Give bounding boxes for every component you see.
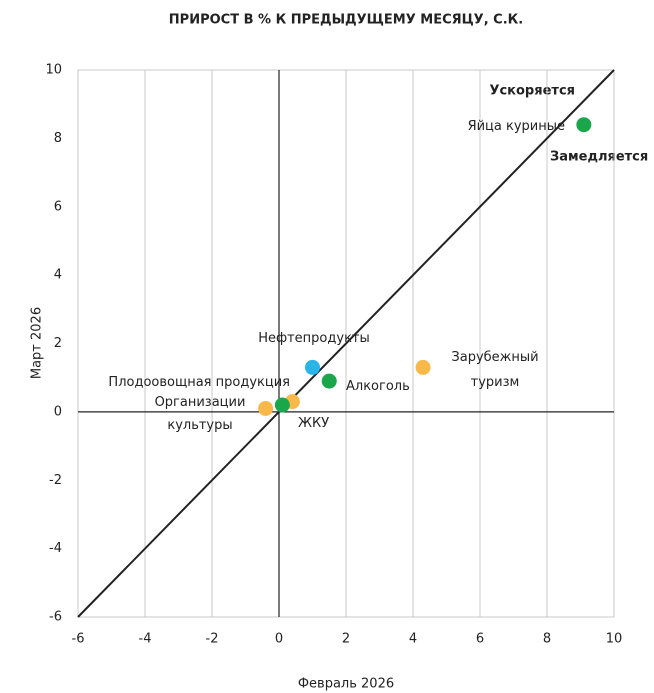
point-label-line: Организации: [155, 395, 246, 410]
y-tick-label: 4: [54, 268, 62, 283]
y-tick-label: 0: [54, 404, 62, 419]
point-label: Зарубежный туризм: [451, 350, 538, 390]
y-tick-label: -4: [49, 541, 62, 556]
x-tick-label: -6: [72, 632, 85, 647]
y-axis-label: Март 2026: [30, 307, 45, 379]
point-label: Нефтепродукты: [258, 331, 370, 346]
point-label: ЖКУ: [298, 416, 329, 431]
x-tick-label: 6: [476, 632, 484, 647]
x-tick-label: -2: [206, 632, 219, 647]
point: [415, 359, 431, 375]
point-label-line: Нефтепродукты: [258, 331, 370, 346]
x-tick-label: 4: [409, 632, 417, 647]
x-axis-label: Февраль 2026: [298, 677, 394, 692]
point-label-line: культуры: [167, 418, 232, 433]
y-tick-label: 2: [54, 336, 62, 351]
point: [305, 359, 320, 375]
diagonal: [77, 69, 615, 618]
point-label-line: Алкоголь: [346, 379, 410, 394]
chart-title: ПРИРОСТ В % К ПРЕДЫДУЩЕМУ МЕСЯЦУ, С.К.: [169, 13, 523, 28]
annotation: Ускоряется: [489, 84, 575, 99]
point-label-line: Зарубежный: [451, 350, 538, 365]
point-label-line: туризм: [471, 375, 520, 390]
y-tick-label: 10: [45, 63, 62, 78]
x-tick-label: 0: [275, 632, 283, 647]
point-label: Плодоовощная продукция: [108, 375, 290, 390]
point: [321, 373, 337, 389]
x-tick-label: 2: [342, 632, 350, 647]
x-tick-label: 8: [543, 632, 551, 647]
point-label: Алкоголь: [346, 379, 410, 394]
x-tick-label: -4: [139, 632, 152, 647]
y-tick-label: -6: [49, 610, 62, 625]
x-tick-label: 10: [606, 632, 623, 647]
point-label-line: ЖКУ: [298, 416, 329, 431]
annotation: Замедляется: [550, 150, 648, 165]
point: [258, 400, 274, 416]
point-label-line: Плодоовощная продукция: [108, 375, 290, 390]
point: [274, 397, 290, 413]
y-tick-label: 6: [54, 199, 62, 214]
point-label: Организации культуры: [155, 395, 246, 433]
point-label: Яйца куриные: [468, 119, 565, 134]
y-tick-label: -2: [49, 473, 62, 488]
y-tick-label: 8: [54, 131, 62, 146]
point-label-line: Яйца куриные: [468, 119, 565, 134]
point: [576, 117, 592, 133]
